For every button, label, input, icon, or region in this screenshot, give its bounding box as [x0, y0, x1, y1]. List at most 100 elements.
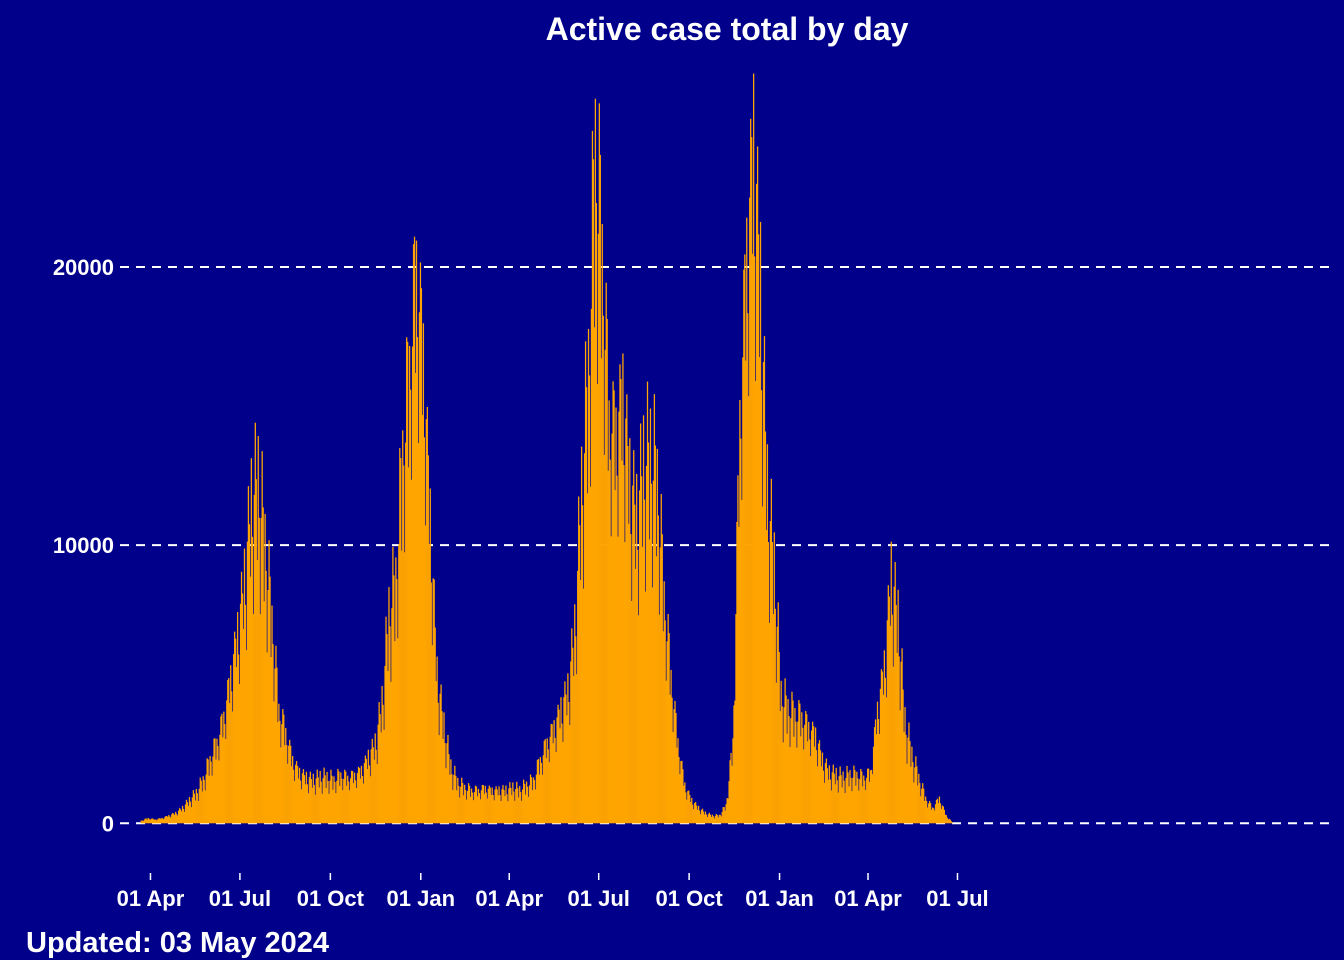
- daily-bar: [225, 739, 227, 824]
- daily-bar: [238, 684, 241, 824]
- daily-bar: [768, 622, 771, 824]
- daily-bar: [406, 337, 408, 824]
- daily-bar: [576, 674, 578, 824]
- daily-bar: [422, 323, 425, 824]
- daily-bar: [504, 796, 506, 824]
- daily-bar: [587, 328, 590, 824]
- daily-bar: [292, 755, 294, 824]
- daily-bar: [258, 517, 260, 824]
- daily-bar: [222, 737, 224, 824]
- daily-bar: [390, 681, 392, 824]
- daily-bar: [301, 773, 304, 824]
- daily-bar: [891, 614, 893, 824]
- daily-bar: [207, 759, 209, 824]
- daily-bar: [869, 770, 872, 824]
- daily-bar: [762, 362, 765, 824]
- daily-bar: [539, 757, 541, 824]
- daily-bar: [260, 518, 262, 824]
- daily-bar: [670, 669, 672, 824]
- daily-bar: [589, 486, 592, 824]
- daily-bar: [557, 704, 559, 824]
- daily-bar: [291, 766, 293, 824]
- daily-bar: [654, 445, 656, 824]
- daily-bar: [879, 688, 882, 824]
- daily-bar: [819, 750, 822, 824]
- daily-bar: [517, 788, 519, 824]
- daily-bar: [536, 760, 539, 824]
- daily-bar: [945, 815, 947, 824]
- daily-bar: [632, 485, 634, 824]
- daily-bar: [869, 781, 871, 824]
- y-tick-label: 10000: [53, 533, 114, 558]
- daily-bar: [937, 803, 940, 824]
- daily-bar: [239, 603, 242, 824]
- daily-bar: [174, 815, 176, 824]
- daily-bar: [144, 818, 146, 824]
- daily-bar: [621, 460, 623, 824]
- daily-bar: [558, 709, 560, 824]
- daily-bar: [691, 797, 693, 824]
- daily-bar: [651, 587, 654, 824]
- daily-bar: [887, 585, 889, 824]
- daily-bar: [365, 758, 368, 824]
- daily-bar: [255, 479, 257, 824]
- daily-bar: [844, 793, 846, 824]
- daily-bar: [493, 800, 495, 824]
- daily-bar: [410, 479, 413, 824]
- daily-bar: [647, 442, 650, 824]
- daily-bar: [754, 380, 757, 824]
- daily-bar: [215, 759, 217, 824]
- daily-bar: [379, 714, 381, 824]
- daily-bar: [745, 360, 747, 824]
- daily-bar: [327, 780, 329, 824]
- daily-bar: [350, 770, 353, 824]
- daily-bar: [926, 801, 928, 824]
- daily-bar: [180, 811, 183, 824]
- daily-bar: [676, 747, 678, 824]
- daily-bar: [438, 735, 440, 824]
- daily-bar: [271, 605, 273, 824]
- daily-bar: [702, 811, 705, 824]
- daily-bar: [227, 680, 229, 824]
- daily-bar: [660, 493, 662, 824]
- daily-bar: [675, 712, 677, 824]
- daily-bar: [794, 708, 796, 824]
- daily-bar: [237, 654, 240, 824]
- daily-bar: [229, 703, 231, 824]
- daily-bar: [240, 571, 243, 824]
- daily-bar: [569, 724, 571, 824]
- daily-bar: [760, 390, 763, 824]
- x-tick-label: 01 Jul: [926, 886, 988, 911]
- daily-bar: [276, 667, 278, 824]
- daily-bar: [830, 790, 832, 824]
- daily-bar: [228, 678, 230, 824]
- daily-bar: [319, 770, 321, 824]
- daily-bar: [861, 771, 863, 824]
- daily-bar: [300, 789, 303, 824]
- daily-bar: [609, 459, 611, 824]
- daily-bar: [913, 782, 915, 824]
- daily-bar: [595, 203, 598, 824]
- daily-bar: [696, 809, 699, 824]
- daily-bar: [516, 781, 518, 824]
- daily-bar: [315, 778, 317, 824]
- daily-bar: [307, 793, 310, 824]
- daily-bar: [917, 785, 919, 824]
- daily-bar: [188, 797, 191, 824]
- daily-bar: [886, 620, 888, 824]
- daily-bar: [408, 467, 410, 824]
- daily-bar: [679, 774, 681, 824]
- daily-bar: [332, 789, 334, 824]
- daily-bar: [160, 819, 162, 824]
- daily-bar: [296, 766, 299, 824]
- daily-bar: [746, 217, 748, 824]
- daily-bar: [392, 546, 394, 824]
- daily-bar: [759, 221, 762, 824]
- daily-bar: [453, 774, 455, 824]
- daily-bar: [873, 727, 876, 824]
- daily-bar: [456, 790, 458, 824]
- daily-bar: [655, 556, 657, 824]
- daily-bar: [811, 721, 814, 824]
- daily-bar: [790, 718, 792, 824]
- daily-bar: [739, 400, 741, 824]
